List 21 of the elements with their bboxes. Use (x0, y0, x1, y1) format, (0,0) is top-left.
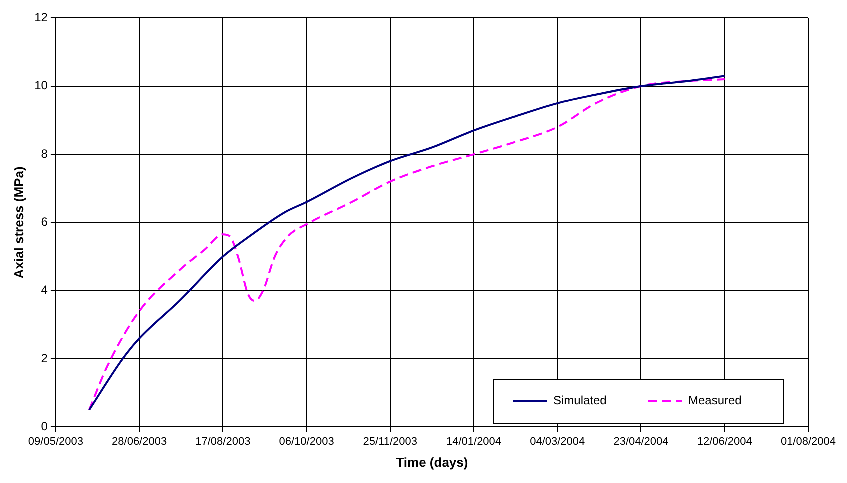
y-tick-label: 6 (41, 215, 48, 230)
x-tick-label: 28/06/2003 (112, 436, 168, 448)
y-tick-label: 8 (41, 146, 48, 161)
y-axis-title: Axial stress (MPa) (11, 166, 26, 279)
x-tick-label: 17/08/2003 (196, 436, 251, 448)
y-tick-label: 12 (34, 10, 48, 25)
x-tick-label: 01/08/2004 (780, 436, 836, 448)
legend-label: Simulated (553, 394, 607, 408)
y-tick-label: 2 (41, 351, 48, 366)
x-tick-label: 23/04/2004 (614, 436, 669, 448)
y-tick-label: 4 (41, 283, 48, 298)
x-tick-label: 25/11/2003 (363, 436, 418, 448)
x-tick-label: 12/06/2004 (697, 436, 752, 448)
y-tick-label: 10 (34, 78, 48, 93)
x-tick-label: 04/03/2004 (530, 436, 586, 448)
x-tick-label: 06/10/2003 (279, 436, 334, 448)
x-tick-label: 09/05/2003 (28, 436, 84, 448)
x-tick-label: 14/01/2004 (446, 436, 502, 448)
legend-label: Measured (688, 394, 742, 408)
x-axis-title: Time (days) (396, 454, 468, 470)
y-tick-label: 0 (41, 420, 48, 434)
